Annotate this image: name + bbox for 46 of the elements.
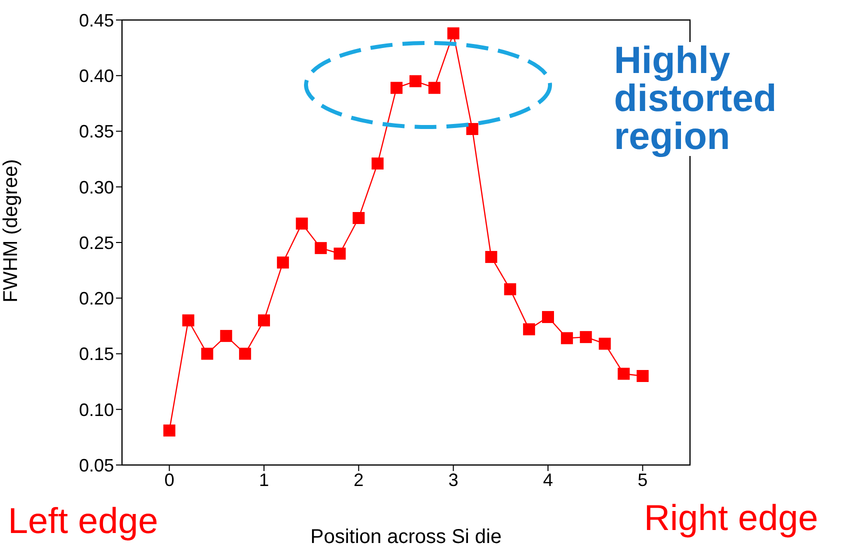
point — [466, 123, 478, 136]
y-axis-title: FWHM (degree) — [0, 159, 22, 302]
y-tick-label: 0.35 — [78, 122, 114, 142]
point — [580, 331, 592, 344]
point — [390, 82, 403, 94]
point — [504, 283, 516, 296]
point — [372, 158, 384, 170]
x-tick-label: 0 — [164, 470, 174, 490]
y-tick-label: 0.15 — [78, 344, 114, 364]
point — [409, 75, 422, 88]
x-tick-label: 5 — [638, 470, 648, 490]
y-tick-label: 0.05 — [78, 455, 114, 476]
x-tick-label: 2 — [354, 470, 364, 490]
point — [314, 242, 327, 254]
text: Right edge — [644, 497, 818, 539]
point — [201, 348, 214, 360]
x-tick-label: 4 — [542, 470, 554, 490]
y-tick-label: 0.10 — [78, 400, 114, 420]
point — [163, 424, 176, 437]
point — [239, 348, 252, 360]
point — [636, 370, 649, 382]
point — [220, 330, 232, 342]
point — [276, 256, 289, 269]
point — [334, 248, 346, 260]
point — [296, 218, 308, 230]
point — [598, 338, 611, 350]
point — [542, 311, 554, 324]
point — [560, 332, 573, 344]
point — [428, 82, 440, 94]
point — [447, 27, 460, 40]
x-axis-title: Position across Si die — [310, 526, 502, 548]
x-tick-label: 1 — [258, 470, 270, 490]
y-tick-label: 0.20 — [78, 288, 114, 309]
y-tick-label: 0.30 — [78, 177, 114, 198]
point — [352, 212, 365, 224]
y-tick-label: 0.45 — [78, 10, 114, 30]
x-tick-label: 3 — [448, 470, 458, 490]
annotation: Highly distorted region — [614, 40, 814, 158]
point — [618, 368, 630, 380]
text: Left edge — [8, 500, 158, 542]
y-tick-label: 0.40 — [78, 66, 114, 86]
y-tick-label: 0.25 — [78, 232, 114, 253]
point — [182, 314, 194, 326]
point — [258, 314, 270, 326]
point — [523, 323, 536, 336]
point — [485, 250, 498, 263]
